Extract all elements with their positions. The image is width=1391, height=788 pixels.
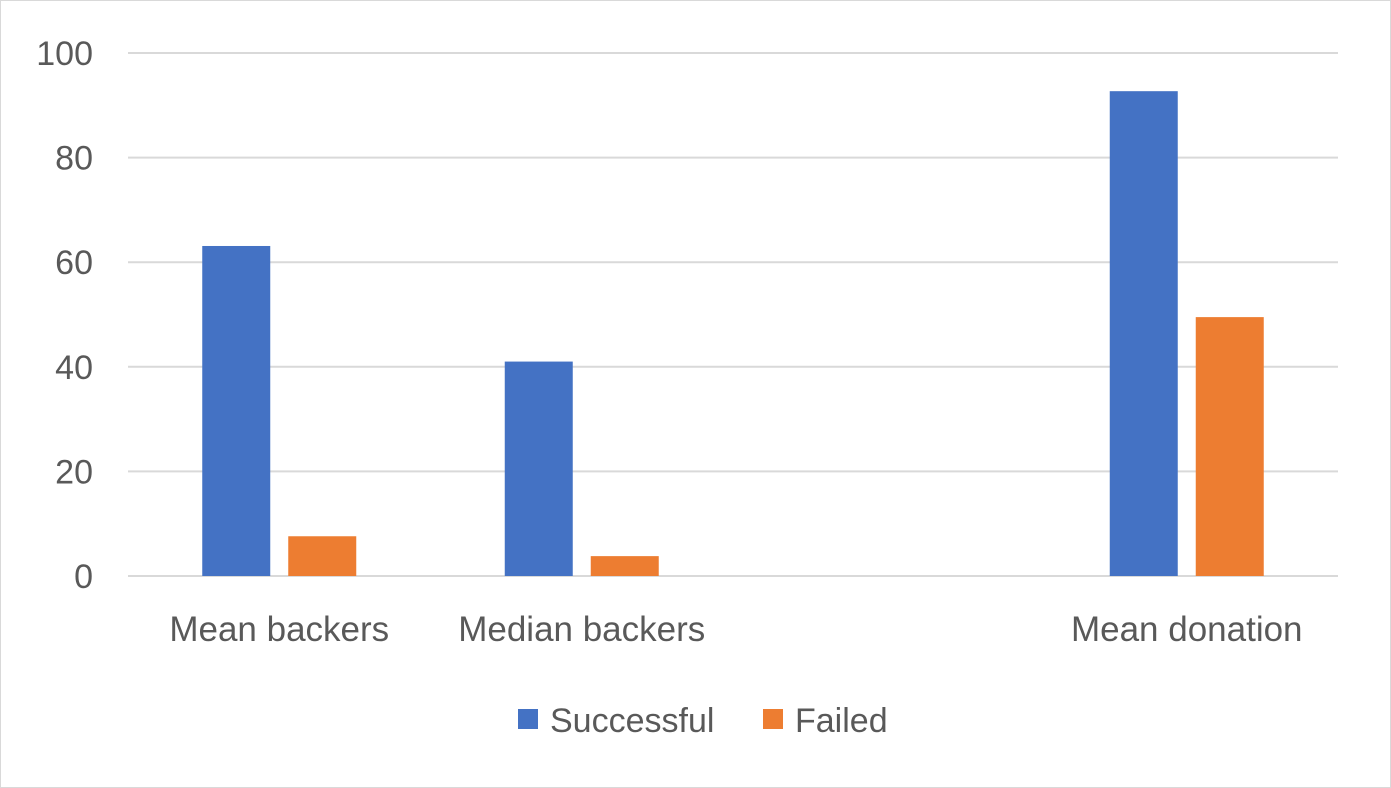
y-tick-label-80: 80	[55, 140, 93, 178]
bar-successful-3	[1109, 91, 1178, 576]
legend-label-failed: Failed	[795, 702, 888, 740]
legend-swatch-failed	[763, 709, 783, 729]
legend: Successful Failed	[518, 702, 888, 740]
x-axis-category-labels: Mean backers Median backers Mean donation	[169, 610, 1302, 649]
bar-failed-1	[590, 556, 659, 576]
y-tick-label-40: 40	[55, 349, 93, 387]
x-category-label-0: Mean backers	[169, 610, 389, 649]
bar-successful-0	[202, 245, 271, 576]
bar-failed-3	[1195, 317, 1264, 576]
y-axis-tick-labels: 0 20 40 60 80 100	[36, 35, 93, 596]
y-tick-label-100: 100	[36, 35, 93, 73]
legend-swatch-successful	[518, 709, 538, 729]
bar-failed-0	[288, 536, 357, 576]
bars	[202, 91, 1264, 576]
y-tick-label-60: 60	[55, 244, 93, 282]
bar-successful-1	[504, 361, 573, 576]
legend-label-successful: Successful	[550, 702, 714, 740]
y-tick-label-20: 20	[55, 453, 93, 491]
x-category-label-1: Median backers	[458, 610, 705, 649]
y-tick-label-0: 0	[74, 558, 93, 596]
x-category-label-3: Mean donation	[1071, 610, 1303, 649]
